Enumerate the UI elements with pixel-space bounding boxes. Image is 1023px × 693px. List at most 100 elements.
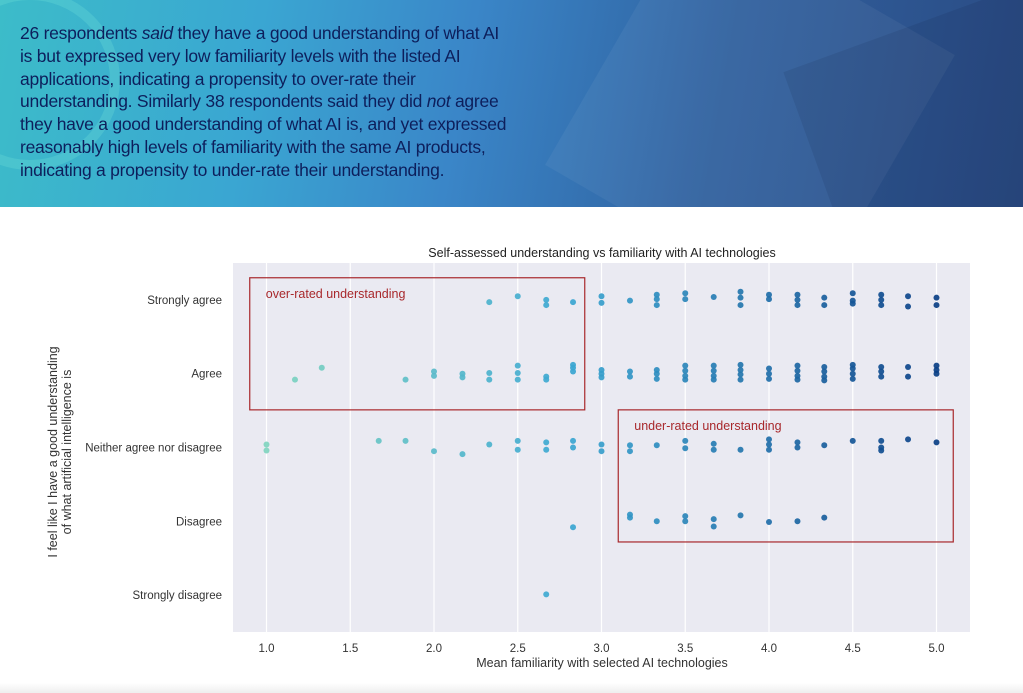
annotation-label: over-rated understanding [266,287,406,301]
data-point [737,361,744,368]
data-point [737,302,744,309]
data-point [821,368,828,375]
data-point [431,368,437,375]
data-point [737,288,744,295]
data-point [794,444,801,451]
data-point [794,439,801,446]
data-point [626,368,633,375]
data-point [626,373,633,380]
summary-line: is but expressed very low familiarity le… [20,45,620,68]
data-point [598,448,605,455]
scatter-chart: 1.0 1.5 2.0 2.5 3.0 3.5 4.0 4.5 5.0 Strongly agre… [46,246,970,670]
data-point [682,296,689,303]
data-point [878,373,885,380]
data-point [598,293,605,300]
data-point [402,437,409,444]
data-point [710,362,717,369]
data-point [459,374,466,381]
data-point [543,439,550,446]
data-point [737,367,744,374]
data-point [933,439,940,446]
data-point [375,437,382,444]
data-point [626,448,633,455]
data-point [431,372,437,379]
data-point [263,441,270,448]
data-point [570,299,577,306]
data-point [766,436,772,443]
summary-line: indicating a propensity to under-rate th… [20,159,620,182]
data-point [682,437,689,444]
data-point [878,437,885,444]
data-point [821,442,828,449]
data-point [710,440,717,447]
x-tick-label: 5.0 [929,643,945,655]
data-point [737,512,744,519]
data-point [849,365,856,372]
data-point [570,368,577,375]
data-point [794,302,801,309]
data-point [710,446,717,453]
text-segment: understanding. Similarly 38 respondents … [20,91,427,112]
data-point [570,444,577,451]
data-point [626,297,633,304]
data-point [849,300,856,307]
data-point [821,302,828,309]
emphasis-text: not [426,91,451,112]
emphasis-text: said [141,23,173,43]
annotation-box [249,277,586,411]
data-point [431,448,437,455]
data-point [878,447,885,454]
x-tick-label: 4.0 [761,643,777,655]
data-point [878,368,885,375]
data-point [514,369,521,376]
bottom-shadow [0,683,1023,693]
data-point [821,294,828,301]
data-point [514,376,521,383]
data-point [933,294,940,301]
summary-line: 26 respondents said they have a good und… [20,22,620,45]
header-banner: 26 respondents said they have a good und… [0,0,1023,207]
data-point [682,290,689,297]
data-point [514,293,521,300]
data-point [486,441,493,448]
data-point [543,446,550,453]
text-segment: they have a good understanding of what A… [20,114,507,135]
data-point [737,294,744,301]
data-point [737,371,744,378]
text-segment: indicating a propensity to under-rate th… [20,159,445,180]
data-point [905,373,912,380]
x-tick-label: 1.5 [342,643,358,655]
data-point [570,524,577,531]
data-point [653,296,660,303]
data-point [598,441,605,448]
data-point [459,451,466,458]
data-point [653,291,660,298]
y-tick-label: Neither agree nor disagree [85,443,222,455]
x-tick-label: 3.5 [677,643,693,655]
y-tick-label: Strongly agree [147,295,222,307]
data-point [794,291,801,298]
annotation-box [617,409,954,543]
data-point [821,364,828,371]
data-point [710,376,717,383]
data-point [682,518,689,525]
data-point [878,296,885,303]
text-segment: applications, indicating a propensity to… [20,68,416,89]
text-segment: reasonably high levels of familiarity wi… [20,136,486,157]
data-point [878,302,885,309]
data-point [653,370,660,377]
x-tick-label: 2.0 [426,643,442,655]
data-point [486,376,493,383]
data-point [514,446,521,453]
data-point [766,441,772,448]
y-axis-label: of what artificial intelligence is [60,370,74,535]
x-axis-label: Mean familiarity with selected AI techno… [476,656,728,670]
data-point [653,442,660,449]
data-point [878,364,885,371]
data-point [794,376,801,383]
data-point [794,367,801,374]
text-segment: they have a good understanding of what A… [172,23,500,43]
data-point [653,302,660,309]
data-point [737,376,744,383]
data-point [626,514,633,521]
